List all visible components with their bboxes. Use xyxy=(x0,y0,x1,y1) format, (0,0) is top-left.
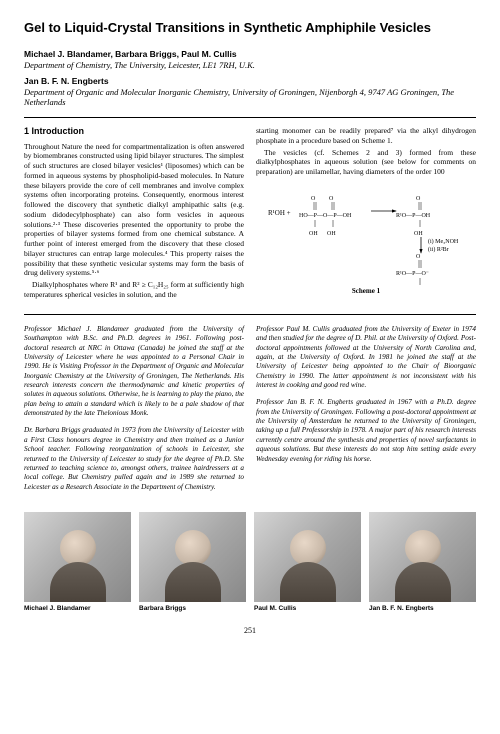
authors-1: Michael J. Blandamer, Barbara Briggs, Pa… xyxy=(24,49,476,59)
article-title: Gel to Liquid-Crystal Transitions in Syn… xyxy=(24,20,476,35)
photo-name-1: Michael J. Blandamer xyxy=(24,605,131,612)
photo-cullis xyxy=(254,512,361,602)
col2-para1: starting monomer can be readily prepared… xyxy=(256,126,476,146)
photo-name-4: Jan B. F. N. Engberts xyxy=(369,605,476,612)
phosphate-product-2: O R¹O—P—O⁻ OR² xyxy=(396,254,429,285)
affiliation-1: Department of Chemistry, The University,… xyxy=(24,60,476,70)
horizontal-rule xyxy=(24,117,476,118)
svg-text:O: O xyxy=(416,254,421,260)
svg-text:O: O xyxy=(311,196,316,202)
chemical-scheme-svg: R¹OH + O O HO—P—O—P—OH OH OH xyxy=(266,185,466,285)
right-column: starting monomer can be readily prepared… xyxy=(256,126,476,304)
phosphate-product-1: O R¹O—P—OH OH xyxy=(396,196,431,237)
bio-engberts: Professor Jan B. F. N. Engberts graduate… xyxy=(256,398,476,464)
col1-para2: Dialkylphosphates where R¹ and R² ≥ C₁₂H… xyxy=(24,280,244,300)
photo-blandamer xyxy=(24,512,131,602)
scheme-1-label: Scheme 1 xyxy=(256,287,476,296)
svg-text:HO—P—O—P—OH: HO—P—O—P—OH xyxy=(299,213,352,219)
svg-text:O: O xyxy=(329,196,334,202)
svg-text:OH: OH xyxy=(414,231,423,237)
reagent-2-label: (ii) R²Br xyxy=(428,246,449,253)
body-columns: 1 Introduction Throughout Nature the nee… xyxy=(24,126,476,304)
bio-left-column: Professor Michael J. Blandamer graduated… xyxy=(24,325,244,500)
left-column: 1 Introduction Throughout Nature the nee… xyxy=(24,126,244,304)
col2-para2: The vesicles (cf. Schemes 2 and 3) forme… xyxy=(256,148,476,177)
svg-text:O: O xyxy=(416,196,421,202)
col1-para1: Throughout Nature the need for compartme… xyxy=(24,142,244,279)
photo-block-2: Barbara Briggs xyxy=(139,512,246,612)
page-number: 251 xyxy=(24,626,476,635)
photo-block-4: Jan B. F. N. Engberts xyxy=(369,512,476,612)
photo-name-3: Paul M. Cullis xyxy=(254,605,361,612)
bio-right-column: Professor Paul M. Cullis graduated from … xyxy=(256,325,476,500)
svg-text:R¹O—P—OH: R¹O—P—OH xyxy=(396,213,431,219)
section-1-heading: 1 Introduction xyxy=(24,126,244,138)
author-block-2: Jan B. F. N. Engberts Department of Orga… xyxy=(24,76,476,107)
photo-name-2: Barbara Briggs xyxy=(139,605,246,612)
reagent-1-label: (i) Me₃NOH xyxy=(428,238,459,245)
bio-briggs: Dr. Barbara Briggs graduated in 1973 fro… xyxy=(24,426,244,492)
author-block-1: Michael J. Blandamer, Barbara Briggs, Pa… xyxy=(24,49,476,70)
bio-cullis: Professor Paul M. Cullis graduated from … xyxy=(256,325,476,391)
photo-engberts xyxy=(369,512,476,602)
svg-text:OH: OH xyxy=(327,231,336,237)
svg-text:R¹O—P—O⁻: R¹O—P—O⁻ xyxy=(396,271,429,277)
photo-briggs xyxy=(139,512,246,602)
horizontal-rule-2 xyxy=(24,314,476,315)
bio-columns: Professor Michael J. Blandamer graduated… xyxy=(24,325,476,500)
scheme-r1oh-label: R¹OH + xyxy=(268,209,291,217)
svg-text:OH: OH xyxy=(309,231,318,237)
phosphate-group-1: O O HO—P—O—P—OH OH OH xyxy=(299,196,352,237)
author-photos-row: Michael J. Blandamer Barbara Briggs Paul… xyxy=(24,512,476,612)
page-container: Gel to Liquid-Crystal Transitions in Syn… xyxy=(0,0,500,655)
scheme-1-figure: R¹OH + O O HO—P—O—P—OH OH OH xyxy=(256,185,476,296)
affiliation-2: Department of Organic and Molecular Inor… xyxy=(24,87,476,107)
bio-blandamer: Professor Michael J. Blandamer graduated… xyxy=(24,325,244,419)
photo-block-1: Michael J. Blandamer xyxy=(24,512,131,612)
photo-block-3: Paul M. Cullis xyxy=(254,512,361,612)
authors-2: Jan B. F. N. Engberts xyxy=(24,76,476,86)
